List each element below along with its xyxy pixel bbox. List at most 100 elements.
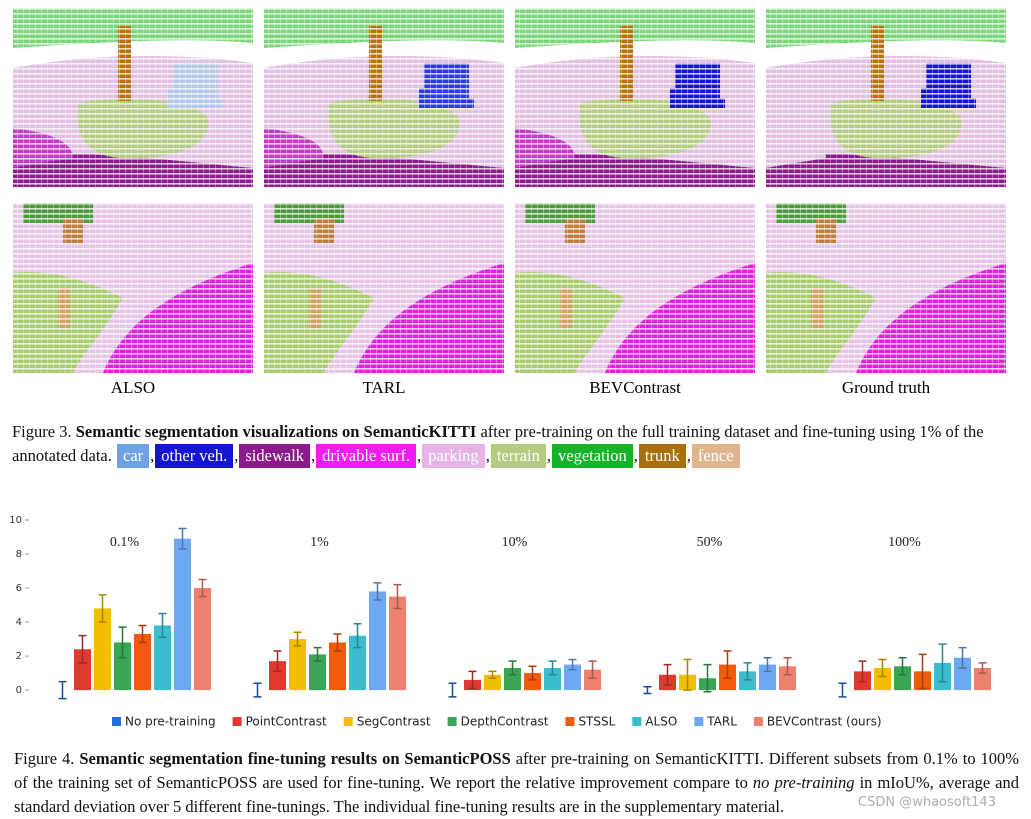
error-bar	[643, 685, 652, 695]
error-bar	[253, 682, 262, 698]
legend-label: STSSL	[578, 715, 615, 729]
scan	[766, 8, 1006, 187]
legend-swatch	[112, 717, 121, 726]
caption-bold: Semantic segmentation visualizations on …	[75, 422, 477, 441]
error-bar	[293, 631, 302, 647]
error-bar	[393, 583, 402, 610]
error-bar	[918, 653, 927, 690]
legend-swatch	[632, 717, 642, 726]
error-bar	[313, 646, 322, 662]
scan	[515, 8, 755, 187]
bar	[974, 667, 991, 691]
caption-bold: Semantic segmentation fine-tuning result…	[79, 749, 511, 768]
legend-swatch	[232, 717, 242, 726]
error-bar	[783, 657, 792, 676]
bar	[369, 591, 386, 691]
panel-label: Ground truth	[841, 378, 931, 397]
error-bar	[78, 634, 87, 664]
legend-label: TARL	[706, 715, 737, 729]
error-bar	[703, 663, 712, 693]
bar	[484, 674, 501, 691]
y-tick-label: 8	[16, 549, 22, 560]
figure-caption: Figure 4. Semantic segmentation fine-tun…	[14, 747, 1019, 819]
error-bar	[528, 665, 537, 681]
scan	[264, 203, 504, 373]
error-bar	[158, 612, 167, 639]
legend-swatch	[694, 717, 704, 726]
class-chip: other veh.	[155, 444, 234, 468]
caption-italic: no pre-training	[752, 773, 855, 792]
bar	[174, 538, 191, 691]
group-label: 1%	[310, 535, 329, 550]
bar	[94, 608, 111, 691]
class-chip: fence	[691, 444, 740, 468]
bar	[134, 633, 151, 691]
separator: ,	[417, 446, 422, 465]
error-bar	[743, 662, 752, 681]
bar	[349, 635, 366, 691]
separator: ,	[485, 446, 490, 465]
error-bar	[333, 633, 342, 652]
scene-top	[264, 8, 504, 188]
error-bar	[138, 624, 147, 644]
error-bar	[568, 658, 577, 671]
class-chip: sidewalk	[239, 444, 311, 468]
error-bar	[488, 670, 497, 679]
legend-swatch	[753, 717, 763, 726]
scene-bottom	[264, 203, 504, 373]
error-bar	[448, 682, 457, 698]
bar	[894, 666, 911, 691]
error-bar	[838, 682, 847, 698]
error-bar	[858, 660, 867, 683]
group-label: 50%	[697, 535, 723, 550]
scene-bottom	[766, 203, 1006, 373]
error-bar	[763, 657, 772, 673]
separator: ,	[150, 446, 155, 465]
scene-bottom	[515, 203, 755, 373]
bar	[759, 664, 776, 691]
error-bar	[878, 658, 887, 678]
error-bar	[683, 658, 692, 691]
class-chip: car	[117, 444, 150, 468]
error-bar	[58, 680, 67, 700]
scene-top	[515, 8, 755, 188]
caption-label: Figure 3.	[12, 422, 72, 441]
error-bar	[723, 650, 732, 679]
error-bar	[118, 626, 127, 659]
caption-label: Figure 4.	[14, 749, 75, 768]
error-bar	[468, 670, 477, 690]
group-label: 10%	[502, 535, 528, 550]
separator: ,	[686, 446, 691, 465]
y-tick-label: 4	[16, 617, 22, 628]
class-chip: drivable surf.	[316, 444, 417, 468]
group-label: 0.1%	[110, 535, 140, 550]
bar	[154, 625, 171, 691]
legend-label: BEVContrast (ours)	[767, 715, 882, 729]
bar	[194, 588, 211, 691]
scan	[13, 203, 253, 373]
group-label: 100%	[888, 535, 921, 550]
error-bar	[353, 623, 362, 649]
scan	[515, 203, 755, 373]
bar	[289, 639, 306, 691]
scene-top	[766, 8, 1006, 188]
scan	[264, 8, 504, 187]
legend-label: DepthContrast	[461, 715, 549, 729]
caption-text: after pre-training on SemanticKITTI. Dif…	[14, 749, 1020, 792]
class-legend: car, other veh., sidewalk, drivable surf., p…	[116, 444, 741, 468]
class-chip: trunk	[638, 444, 686, 468]
error-bar	[198, 578, 207, 598]
watermark: CSDN @whaosoft143	[858, 795, 996, 810]
legend-label: PointContrast	[246, 715, 327, 729]
bar	[389, 596, 406, 691]
bar	[504, 667, 521, 691]
bar	[779, 666, 796, 691]
error-bar	[508, 660, 517, 676]
bar	[564, 664, 581, 691]
bar	[874, 667, 891, 691]
scene-top	[13, 8, 253, 188]
error-bar	[273, 650, 282, 673]
class-chip: terrain	[490, 444, 546, 468]
bar	[269, 661, 286, 691]
